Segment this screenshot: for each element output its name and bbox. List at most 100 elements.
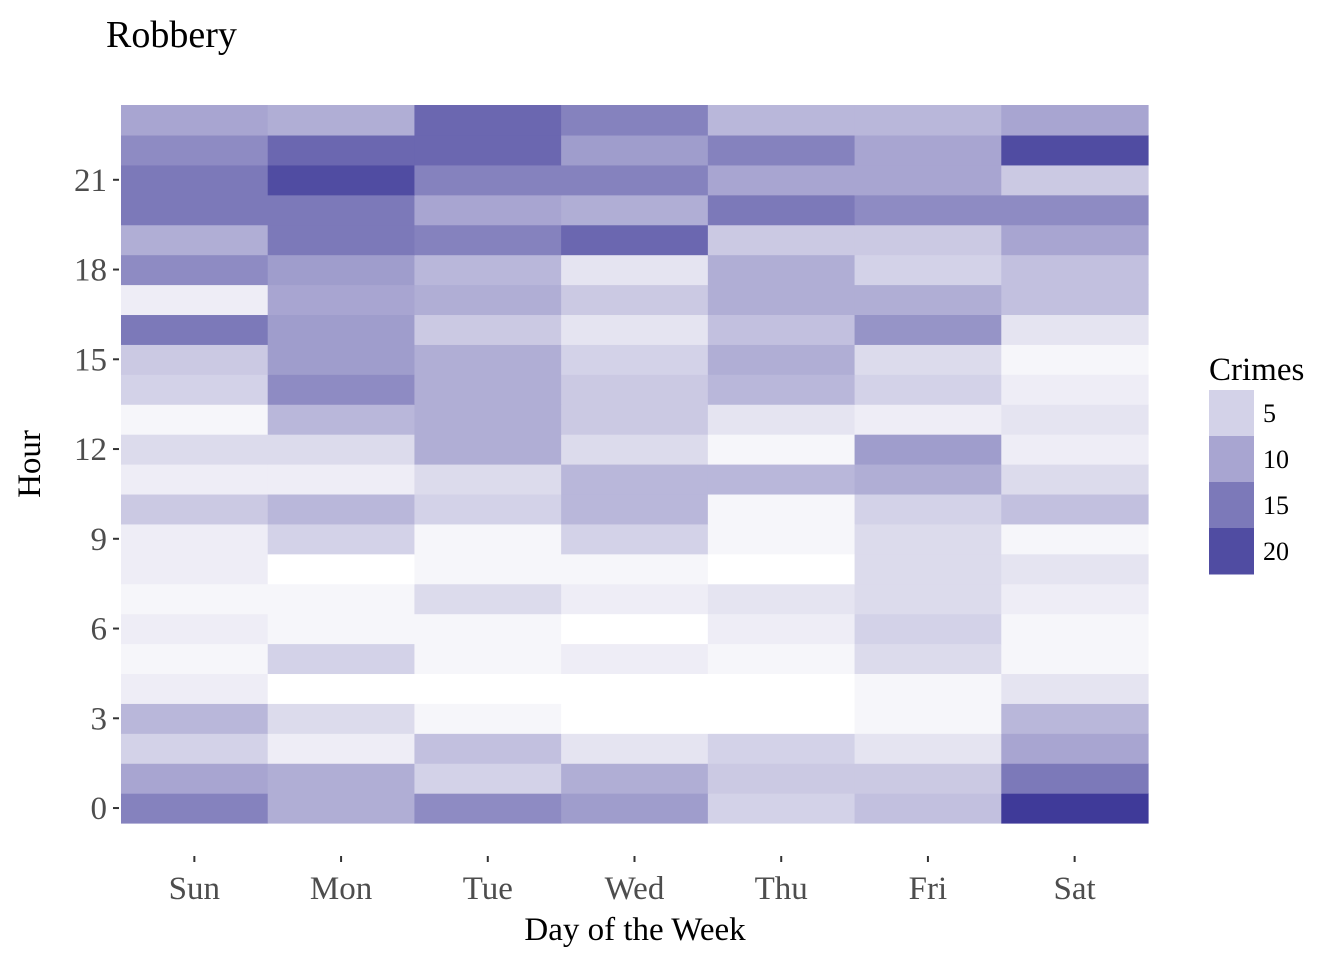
heatmap-cell	[267, 643, 416, 675]
y-tick-label: 18	[74, 253, 107, 289]
heatmap-cell	[1001, 553, 1149, 585]
heatmap-cell	[121, 703, 269, 734]
heatmap-cell	[121, 254, 269, 286]
heatmap-cell	[121, 134, 269, 166]
heatmap-cell	[707, 553, 856, 585]
heatmap-cell	[707, 344, 856, 375]
x-axis-title: Day of the Week	[524, 912, 746, 948]
heatmap-cell	[414, 673, 562, 704]
heatmap-cell	[121, 434, 269, 465]
heatmap-cell	[1001, 464, 1149, 495]
y-tick-label: 9	[91, 522, 108, 558]
heatmap-cell	[707, 493, 856, 525]
heatmap-cell	[707, 314, 856, 345]
heatmap-cell	[561, 464, 709, 495]
heatmap-cell	[414, 763, 562, 794]
heatmap-cell	[854, 224, 1002, 256]
heatmap-cell	[707, 793, 856, 824]
heatmap-cell	[707, 164, 856, 196]
x-tick-label: Fri	[909, 871, 948, 907]
heatmap-cell	[707, 673, 856, 704]
heatmap-cell	[414, 164, 562, 196]
heatmap-cell	[1001, 673, 1149, 704]
heatmap-cell	[121, 344, 269, 375]
heatmap-cell	[414, 404, 562, 435]
heatmap-cell	[414, 523, 562, 555]
heatmap-cell	[121, 643, 269, 675]
heatmap-cell	[414, 703, 562, 734]
heatmap-cell	[121, 224, 269, 256]
heatmap-cell	[414, 224, 562, 256]
heatmap-cell	[561, 374, 709, 405]
y-tick-label: 6	[91, 612, 108, 648]
heatmap-cell	[267, 763, 416, 794]
heatmap-cell	[561, 284, 709, 316]
legend-label: 15	[1263, 491, 1289, 520]
heatmap-cell	[121, 763, 269, 794]
heatmap-cell	[267, 464, 416, 495]
heatmap-cell	[121, 404, 269, 435]
heatmap-cell	[267, 673, 416, 704]
heatmap-cell	[121, 464, 269, 495]
heatmap-cell	[707, 105, 856, 136]
heatmap-cell	[707, 464, 856, 495]
heatmap-cell	[854, 464, 1002, 495]
legend-title: Crimes	[1209, 352, 1304, 388]
heatmap-cell	[854, 284, 1002, 316]
x-tick-label: Wed	[605, 871, 665, 907]
legend-key	[1209, 390, 1254, 437]
heatmap-cell	[121, 314, 269, 345]
heatmap-cell	[854, 613, 1002, 645]
heatmap-cell	[854, 194, 1002, 226]
heatmap-cell	[267, 314, 416, 345]
heatmap-cell	[267, 493, 416, 525]
heatmap-cell	[267, 793, 416, 824]
heatmap-cell	[1001, 105, 1149, 136]
heatmap-cell	[267, 134, 416, 166]
heatmap-cell	[267, 523, 416, 555]
legend-key	[1209, 528, 1254, 575]
heatmap-cell	[267, 374, 416, 405]
heatmap-cell	[561, 434, 709, 465]
heatmap-cell	[1001, 164, 1149, 196]
heatmap-cell	[854, 763, 1002, 794]
heatmap-cell	[121, 793, 269, 824]
heatmap-cell	[414, 434, 562, 465]
heatmap-cell	[267, 404, 416, 435]
heatmap-cell	[414, 613, 562, 645]
heatmap-cell	[121, 493, 269, 525]
heatmap-cell	[1001, 404, 1149, 435]
chart-title: Robbery	[106, 14, 237, 56]
heatmap-cell	[267, 434, 416, 465]
heatmap-cell	[707, 763, 856, 794]
heatmap-cell	[267, 344, 416, 375]
heatmap-cell	[561, 105, 709, 136]
heatmap-cell	[121, 613, 269, 645]
heatmap-cell	[1001, 194, 1149, 226]
heatmap-cell	[854, 643, 1002, 675]
heatmap-cell	[1001, 703, 1149, 734]
heatmap-cell	[561, 344, 709, 375]
heatmap-cell	[854, 434, 1002, 465]
heatmap-cell	[414, 194, 562, 226]
heatmap-cell	[707, 254, 856, 286]
heatmap-cell	[1001, 523, 1149, 555]
heatmap-cell	[854, 583, 1002, 615]
heatmap-cell	[561, 254, 709, 286]
heatmap-cell	[1001, 493, 1149, 525]
x-tick-label: Sat	[1054, 871, 1096, 907]
legend-label: 10	[1263, 445, 1289, 474]
y-tick-label: 15	[74, 342, 107, 378]
heatmap-cell	[854, 344, 1002, 375]
heatmap-cell	[1001, 284, 1149, 316]
legend: Crimes 5 10 15 20	[1209, 352, 1304, 575]
y-tick-label: 0	[91, 791, 108, 827]
heatmap-cell	[707, 224, 856, 256]
y-tick-label: 21	[74, 163, 107, 199]
heatmap-cell	[707, 434, 856, 465]
heatmap-cell	[707, 733, 856, 764]
heatmap-cell	[707, 583, 856, 615]
heatmap-cell	[561, 763, 709, 794]
heatmap-cell	[121, 733, 269, 764]
heatmap-cell	[414, 553, 562, 585]
